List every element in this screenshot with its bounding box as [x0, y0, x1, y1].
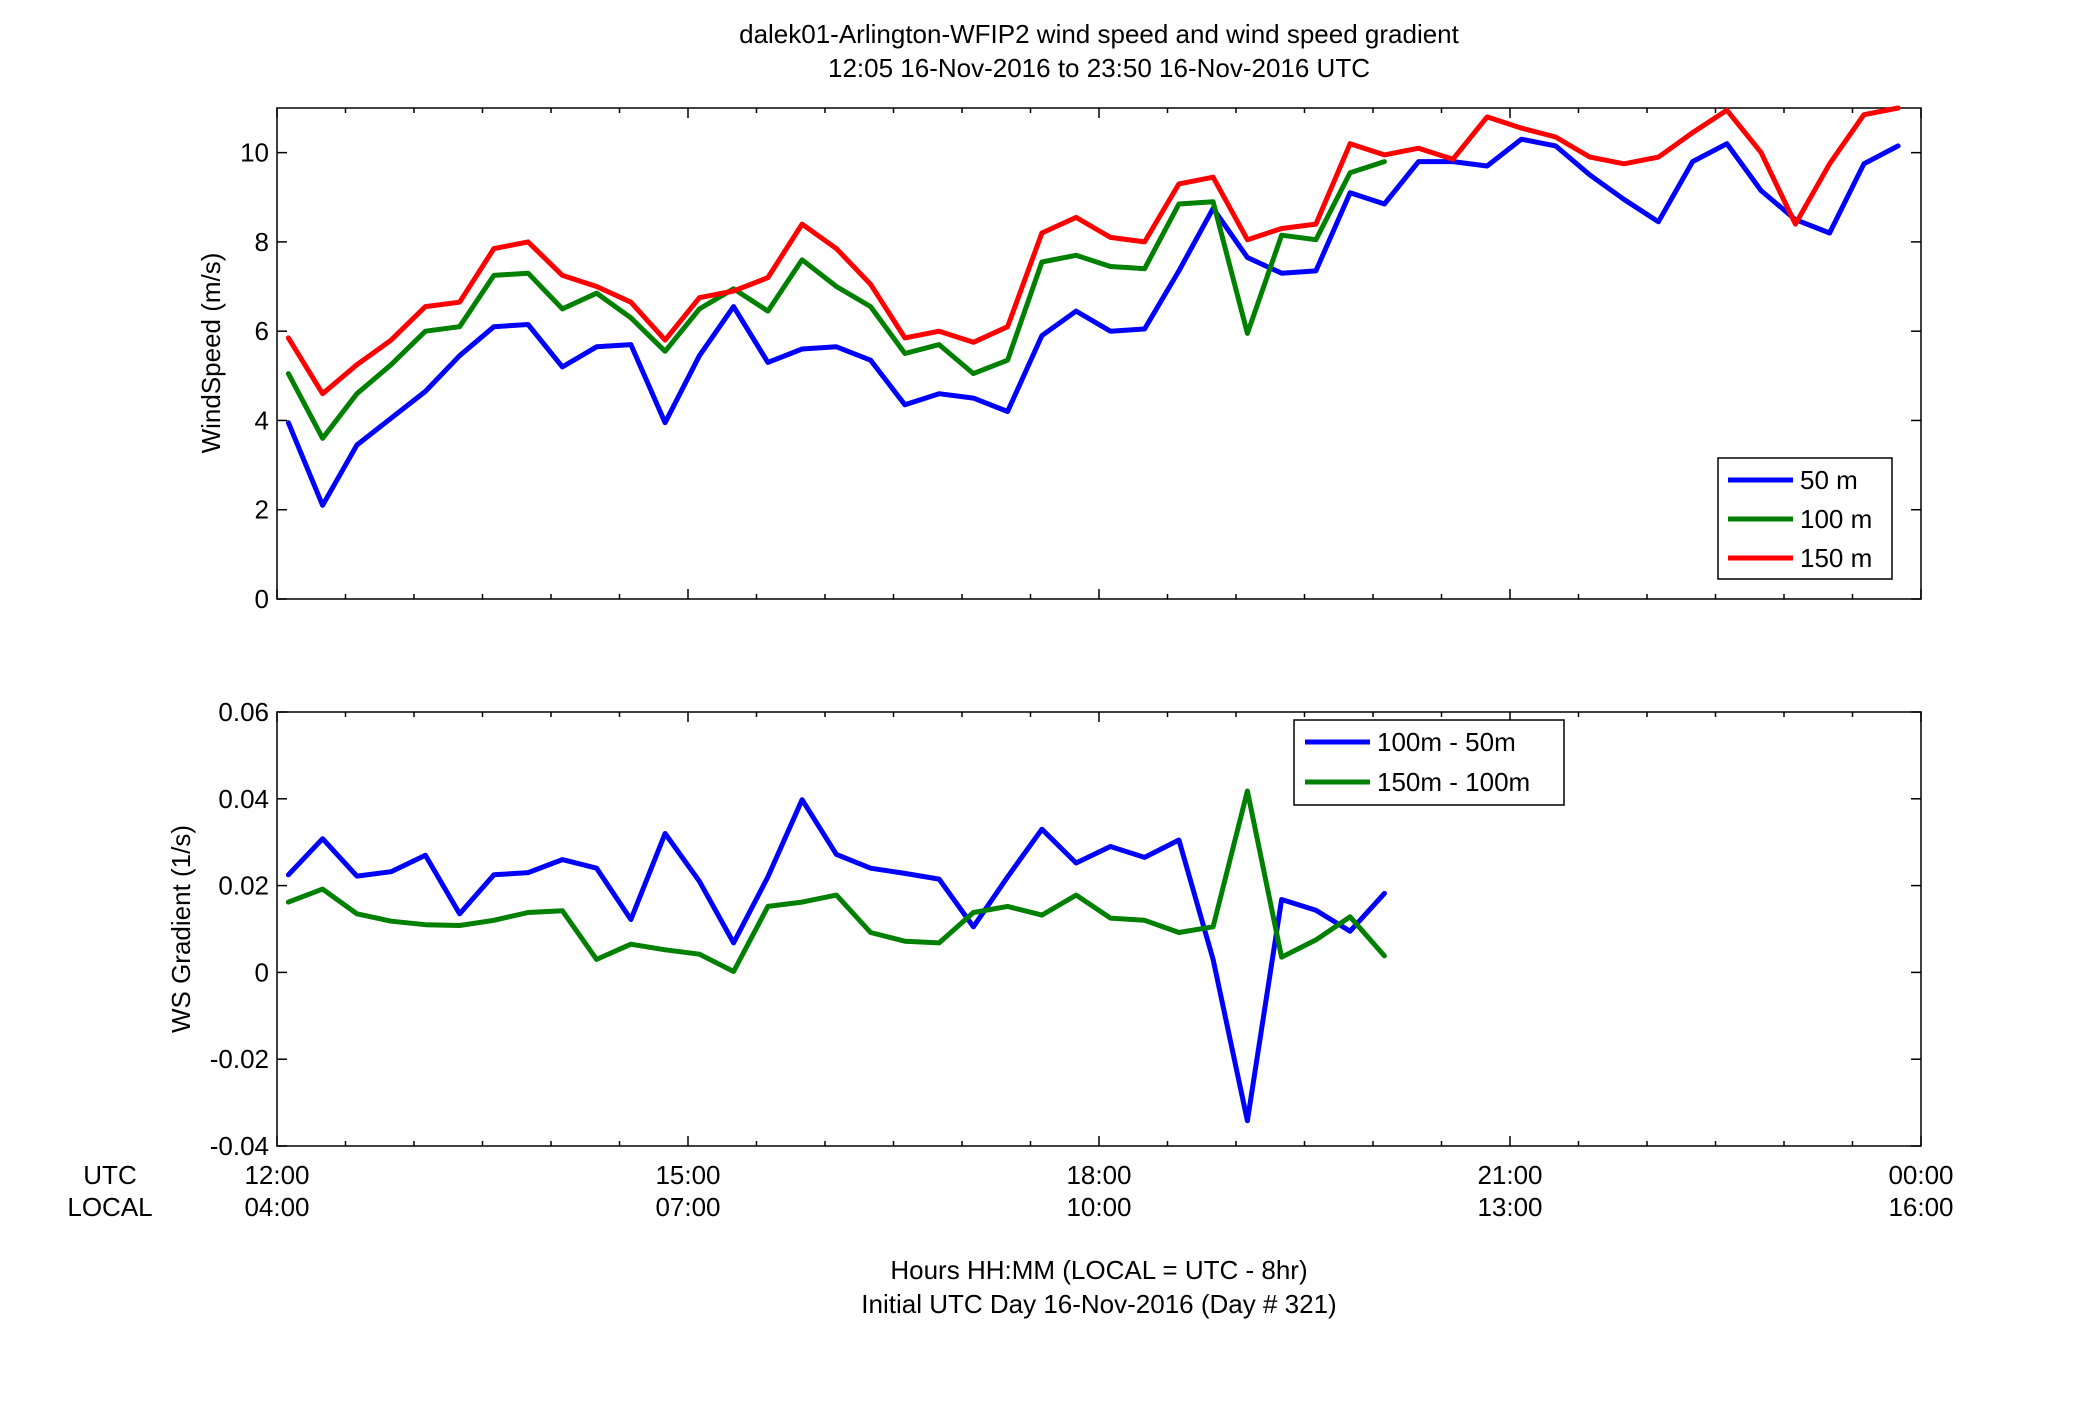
legend-label-150m: 150 m [1800, 543, 1872, 573]
x-tick-label-local: 07:00 [655, 1192, 720, 1222]
gradient-series [285, 788, 1387, 1124]
x-tick-label-utc: 15:00 [655, 1160, 720, 1190]
y-tick-label: 0 [255, 957, 269, 987]
y-tick-label: 0 [255, 584, 269, 614]
x-tick-label-local: 13:00 [1477, 1192, 1542, 1222]
gradient-y-label: WS Gradient (1/s) [166, 825, 196, 1033]
series-line-150m-100m [285, 788, 1387, 974]
x-row-label-utc: UTC [83, 1160, 136, 1190]
wind-speed-series [285, 105, 1901, 508]
wind-speed-y-label: WindSpeed (m/s) [196, 253, 226, 454]
x-tick-label-utc: 21:00 [1477, 1160, 1542, 1190]
y-tick-label: 8 [255, 227, 269, 257]
x-tick-label-local: 04:00 [244, 1192, 309, 1222]
y-tick-label: 10 [240, 138, 269, 168]
y-tick-label: -0.04 [210, 1131, 269, 1161]
wind-speed-axes-frame [276, 107, 1922, 600]
x-axis-label-line2: Initial UTC Day 16-Nov-2016 (Day # 321) [861, 1289, 1336, 1319]
legend-label-150m-100m: 150m - 100m [1377, 767, 1530, 797]
legend-label-100m-50m: 100m - 50m [1377, 727, 1516, 757]
x-tick-label-local: 10:00 [1066, 1192, 1131, 1222]
wind-speed-legend: 50 m 100 m 150 m [1717, 457, 1893, 580]
x-axis-label-line1: Hours HH:MM (LOCAL = UTC - 8hr) [890, 1255, 1307, 1285]
legend-label-100m: 100 m [1800, 504, 1872, 534]
y-tick-label: 0.02 [218, 871, 269, 901]
x-tick-label-utc: 18:00 [1066, 1160, 1131, 1190]
x-tick-label-local: 16:00 [1888, 1192, 1953, 1222]
series-line-150-m [285, 105, 1901, 397]
y-tick-label: 6 [255, 316, 269, 346]
y-tick-label: -0.02 [210, 1044, 269, 1074]
gradient-axes-frame [276, 711, 1922, 1147]
y-tick-label: 2 [255, 495, 269, 525]
wind-speed-ticks: 0 2 4 6 8 10 [240, 108, 1922, 614]
figure-title-line1: dalek01-Arlington-WFIP2 wind speed and w… [739, 19, 1460, 49]
legend-label-50m: 50 m [1800, 465, 1858, 495]
wind-speed-panel: 0 2 4 6 8 10 WindSpeed (m/s) 50 m 100 m 150 m [196, 105, 1922, 614]
series-line-100m-50m [285, 797, 1387, 1124]
series-line-100-m [285, 159, 1387, 441]
x-row-label-local: LOCAL [67, 1192, 152, 1222]
gradient-panel: -0.04 -0.02 0 0.02 0.04 0.06 WS Gradient (1/s… [166, 697, 1922, 1161]
x-tick-label-utc: 12:00 [244, 1160, 309, 1190]
gradient-ticks: -0.04 -0.02 0 0.02 0.04 0.06 [210, 697, 1922, 1161]
y-tick-label: 0.06 [218, 697, 269, 727]
gradient-legend: 100m - 50m 150m - 100m [1293, 719, 1565, 806]
gradient-legend-box [1293, 719, 1565, 806]
y-tick-label: 0.04 [218, 784, 269, 814]
series-line-50-m [285, 136, 1901, 508]
x-tick-label-utc: 00:00 [1888, 1160, 1953, 1190]
y-tick-label: 4 [255, 405, 269, 435]
figure-title-line2: 12:05 16-Nov-2016 to 23:50 16-Nov-2016 U… [828, 53, 1370, 83]
